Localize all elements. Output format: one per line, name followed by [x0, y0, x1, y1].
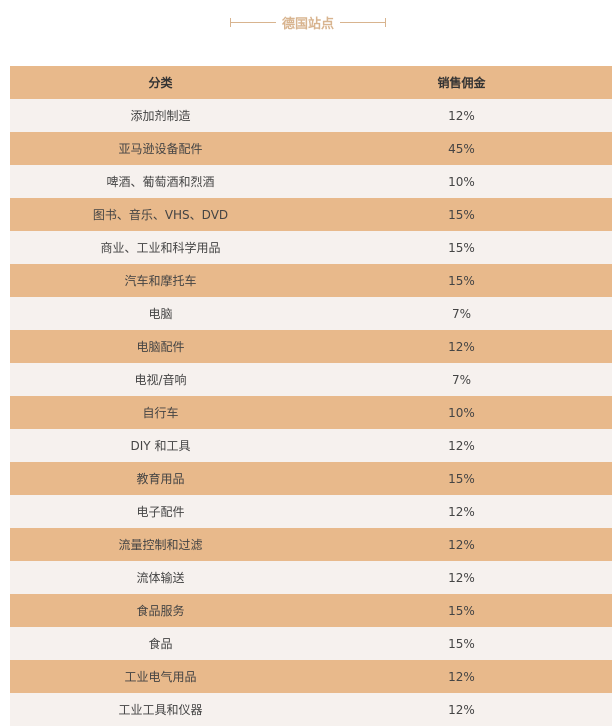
cell-category: 工业工具和仪器	[118, 703, 203, 717]
table-row: 电子配件 12%	[10, 495, 612, 528]
cell-category: 电脑	[148, 307, 173, 321]
cell-commission: 45%	[448, 141, 475, 156]
cell-commission: 12%	[448, 570, 475, 585]
table-row: 商业、工业和科学用品 15%	[10, 231, 612, 264]
cell-commission: 15%	[448, 207, 475, 222]
table-row: 电视/音响 7%	[10, 363, 612, 396]
table-row: 汽车和摩托车 15%	[10, 264, 612, 297]
title-decoration-left	[229, 18, 276, 27]
cell-category: 工业电气用品	[124, 670, 197, 684]
table-row: 食品 15%	[10, 627, 612, 660]
cell-commission: 15%	[448, 273, 475, 288]
cell-commission: 15%	[448, 471, 475, 486]
table-row: DIY 和工具 12%	[10, 429, 612, 462]
cell-commission: 7%	[451, 306, 472, 321]
table-row: 亚马逊设备配件 45%	[10, 132, 612, 165]
header-commission: 销售佣金	[437, 76, 486, 90]
table-row: 食品服务 15%	[10, 594, 612, 627]
cell-category: 电脑配件	[136, 340, 185, 354]
cell-category: 汽车和摩托车	[124, 274, 197, 288]
cell-commission: 12%	[448, 108, 475, 123]
cell-category: 啤酒、葡萄酒和烈酒	[106, 175, 215, 189]
table-row: 教育用品 15%	[10, 462, 612, 495]
cell-category: 食品	[148, 637, 173, 651]
table-row: 工业电气用品 12%	[10, 660, 612, 693]
cell-category: 自行车	[142, 406, 179, 420]
cell-commission: 10%	[448, 174, 475, 189]
cell-category: 流量控制和过滤	[118, 538, 203, 552]
cell-commission: 10%	[448, 405, 475, 420]
cell-category: 图书、音乐、VHS、DVD	[92, 208, 229, 222]
cell-category: 亚马逊设备配件	[118, 142, 203, 156]
cell-category: 流体输送	[136, 571, 185, 585]
commission-table: 分类 销售佣金 添加剂制造 12% 亚马逊设备配件 45% 啤酒、葡萄酒和烈酒 10% 图书…	[10, 66, 612, 726]
header-category: 分类	[148, 76, 173, 90]
cell-commission: 12%	[448, 504, 475, 519]
cell-category: 电子配件	[136, 505, 185, 519]
cell-commission: 15%	[448, 240, 475, 255]
cell-category: 教育用品	[136, 472, 185, 486]
table-row: 啤酒、葡萄酒和烈酒 10%	[10, 165, 612, 198]
cell-commission: 12%	[448, 702, 475, 717]
table-row: 流量控制和过滤 12%	[10, 528, 612, 561]
cell-category: 添加剂制造	[130, 109, 191, 123]
cell-commission: 15%	[448, 603, 475, 618]
title-decoration-right	[340, 18, 386, 27]
table-header-row: 分类 销售佣金	[10, 66, 612, 99]
section-title-text: 德国站点	[281, 17, 334, 32]
cell-commission: 12%	[448, 339, 475, 354]
cell-category: 电视/音响	[134, 373, 187, 387]
table-row: 电脑 7%	[10, 297, 612, 330]
cell-category: 食品服务	[136, 604, 185, 618]
section-title: 德国站点	[0, 13, 616, 32]
table-row: 工业工具和仪器 12%	[10, 693, 612, 726]
table-row: 电脑配件 12%	[10, 330, 612, 363]
cell-category: 商业、工业和科学用品	[100, 241, 221, 255]
table-row: 自行车 10%	[10, 396, 612, 429]
table-row: 添加剂制造 12%	[10, 99, 612, 132]
cell-commission: 12%	[448, 669, 475, 684]
cell-commission: 12%	[448, 438, 475, 453]
cell-commission: 15%	[448, 636, 475, 651]
cell-category: DIY 和工具	[130, 439, 191, 453]
cell-commission: 7%	[451, 372, 472, 387]
cell-commission: 12%	[448, 537, 475, 552]
table-row: 流体输送 12%	[10, 561, 612, 594]
table-row: 图书、音乐、VHS、DVD 15%	[10, 198, 612, 231]
